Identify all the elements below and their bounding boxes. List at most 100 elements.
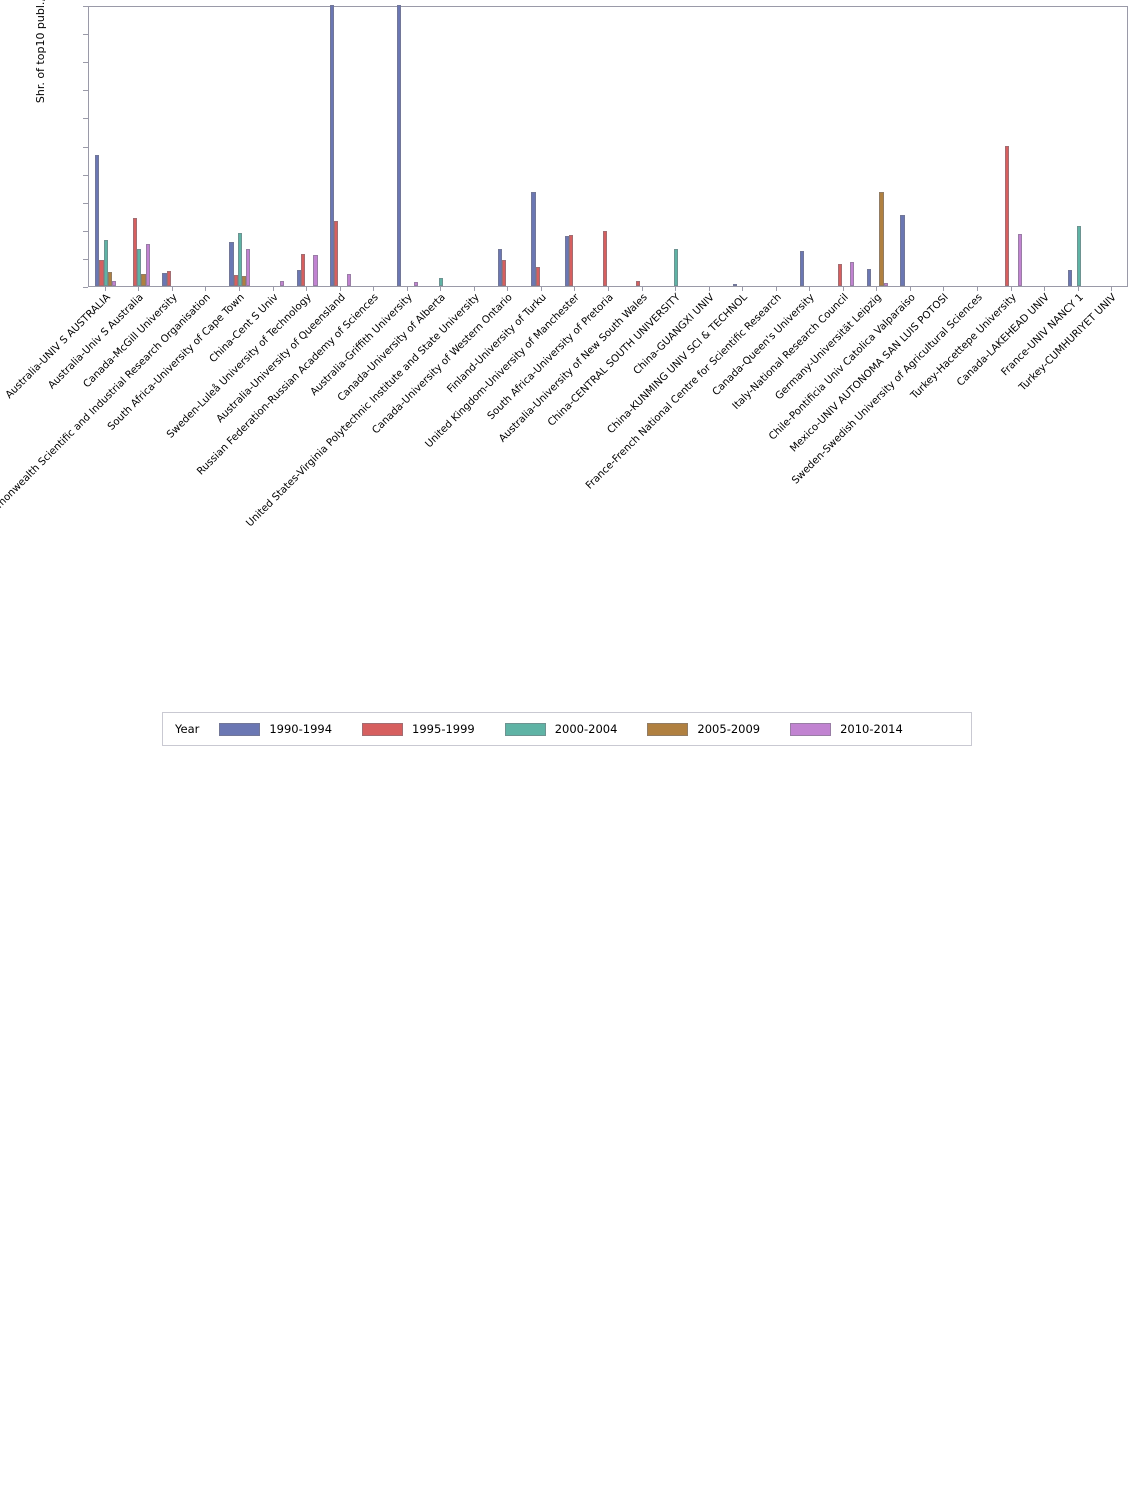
bar-group [732,7,754,286]
bar [900,214,905,286]
bar [397,5,402,286]
chart-legend: Year 1990-1994 1995-1999 2000-2004 2005-200… [162,712,972,746]
bar [414,281,419,286]
bar [95,155,100,286]
bar [279,281,284,286]
bar [162,272,167,286]
bar-group [497,7,519,286]
bar [439,277,444,286]
legend-color-swatch [219,722,261,736]
bar [531,191,536,286]
legend-title: Year [175,722,200,736]
x-tick-mark [742,287,744,291]
x-tick-mark [641,287,643,291]
x-tick-mark [238,287,240,291]
y-tick-mark [83,230,88,232]
bar [866,268,872,286]
bar [732,284,737,286]
bar [602,231,607,286]
x-tick-mark [876,287,878,291]
bar [837,264,842,286]
x-tick-mark [507,287,509,291]
bar-group [129,7,150,286]
bar-group [330,5,352,286]
bar [334,220,339,286]
legend-label: 2005-2009 [697,722,761,736]
legend-entries: 1990-1994 1995-1999 2000-2004 2005-2009 2010… [219,722,932,736]
x-tick-mark [977,287,979,291]
y-tick-mark [83,202,88,204]
x-tick-mark [373,287,375,291]
y-tick-mark [83,118,88,120]
bar [112,280,117,286]
bar-group [799,7,821,286]
bar [535,266,540,286]
legend-color-swatch [790,722,832,736]
bar-group [531,7,552,286]
x-tick-mark [306,287,308,291]
bar [850,261,855,286]
legend-label: 1990-1994 [269,722,333,736]
x-tick-mark [1111,287,1113,291]
plot-area [88,5,1128,287]
bar-group [229,7,251,286]
x-tick-mark [675,287,677,291]
bar [1068,269,1073,286]
bar-group [632,7,653,286]
bar [502,260,507,286]
x-tick-mark [608,287,609,291]
bar-group [564,7,586,286]
bar [141,273,146,286]
x-tick-mark [909,287,911,291]
legend-color-swatch [647,722,689,736]
bar-group [866,7,888,286]
bar [346,274,352,286]
legend-entry[interactable]: 2005-2009 [647,722,760,736]
bar-series-container [89,5,1127,286]
bar-group [162,7,183,286]
bar [237,233,243,286]
bar [564,235,570,286]
bar [229,242,234,286]
bar [166,270,171,286]
bar-group [397,5,419,286]
bar [1017,234,1023,286]
bar [103,239,108,286]
x-tick-mark [1044,287,1046,291]
bar-group [431,7,452,286]
bar [246,249,251,286]
x-tick-mark [809,287,811,291]
y-tick-mark [83,258,88,260]
bar [497,249,503,286]
bar-group [263,7,284,286]
bar [107,271,113,286]
legend-label: 2010-2014 [840,722,903,736]
x-tick-mark [205,287,207,291]
x-tick-mark [104,287,106,291]
bar [296,269,301,286]
legend-color-swatch [362,722,404,736]
y-tick-mark [83,90,88,92]
legend-entry[interactable]: 2000-2004 [504,722,618,736]
bar [330,5,335,286]
x-tick-mark [440,287,442,291]
y-tick-mark [83,62,88,64]
bar [1005,145,1010,286]
x-tick-mark [272,287,274,291]
legend-label: 1995-1999 [412,722,475,736]
x-tick-mark [775,287,777,291]
bar [673,248,679,286]
legend-entry[interactable]: 1990-1994 [219,722,332,736]
legend-entry[interactable]: 2010-2014 [790,722,903,736]
y-tick-mark [83,34,88,36]
x-tick-mark [540,287,542,291]
bar [133,218,138,286]
bar [569,234,574,286]
legend-color-swatch [504,722,546,736]
legend-entry[interactable]: 1995-1999 [362,722,475,736]
bar [137,248,142,286]
x-tick-mark [138,287,140,291]
legend-label: 2000-2004 [554,722,618,736]
bar-group [666,7,687,286]
x-tick-mark [1077,287,1079,291]
